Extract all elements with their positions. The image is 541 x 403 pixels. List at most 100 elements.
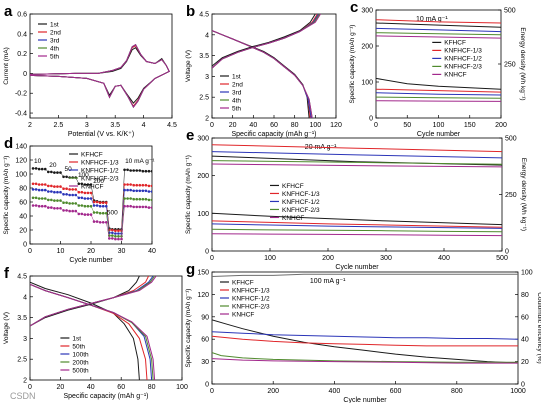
- series-line: [212, 223, 502, 229]
- legend-entry: 3rd: [232, 89, 242, 96]
- y2-tick-label: 100: [521, 270, 533, 277]
- series-line: [33, 205, 152, 240]
- legend-entry: 100th: [72, 351, 89, 358]
- panel-label-f: f: [4, 265, 10, 282]
- legend-entry: KFHCF: [444, 40, 466, 47]
- x-tick-label: 50: [403, 122, 411, 129]
- x-axis-label-d: Cycle number: [69, 257, 113, 264]
- y2-axis-label-e: Energy density (Wh kg⁻¹): [520, 158, 527, 231]
- series-group-d: [31, 167, 152, 241]
- x-tick-label: 0: [210, 255, 214, 262]
- series-line: [33, 197, 152, 237]
- x-tick-label: 800: [451, 388, 463, 395]
- rate-label: 200: [93, 178, 104, 185]
- y-axis-label-b: Voltage (V): [185, 50, 192, 82]
- series-line: [212, 335, 518, 347]
- y-axis-label-c: Specific capacity (mAh g⁻¹): [349, 25, 356, 104]
- y2-tick-label: 80: [521, 292, 529, 299]
- panel-a: a 2 2.5 3 3.5 4 4.5 -0.4 -0.2 0 0.2 0.4 0.6 Potential…: [3, 3, 177, 138]
- y2-tick-label: 500: [504, 8, 516, 15]
- panel-e: e0 100 200 300 400 50001002003000250500Cycle …: [185, 127, 527, 271]
- series-group-b: [212, 14, 321, 118]
- x-tick-label: 20: [229, 122, 237, 129]
- series-group-g: [212, 273, 518, 364]
- y-tick-label: 140: [15, 144, 27, 151]
- legend-entry: 1st: [50, 21, 59, 28]
- y-tick-label: 200: [361, 44, 373, 51]
- series-group-a: [30, 44, 170, 109]
- y2-tick-label: 250: [505, 192, 517, 199]
- series-line: [212, 212, 502, 226]
- y2-tick-label: 0: [521, 382, 525, 389]
- series-line: [376, 77, 501, 90]
- rate-label: 500: [107, 210, 118, 217]
- y-tick-label: 0: [369, 116, 373, 123]
- x-tick-label: 100: [433, 122, 445, 129]
- legend-entry: 200th: [72, 359, 89, 366]
- panel-label-b: b: [186, 3, 195, 20]
- x-tick-label: 20: [57, 384, 65, 391]
- x-tick-label: 0: [210, 388, 214, 395]
- x-axis-label-a: Potential (V vs. K/K⁺): [68, 131, 134, 138]
- x-tick-label: 3.5: [110, 122, 120, 129]
- series-group-f: [30, 276, 157, 380]
- panel-label-g: g: [186, 261, 195, 278]
- rate-label: 100: [78, 172, 89, 179]
- panel-label-a: a: [4, 3, 13, 20]
- series-line: [212, 14, 316, 67]
- x-tick-label: 100: [264, 255, 276, 262]
- y-tick-label: 0: [23, 71, 27, 78]
- x-tick-label: 10: [57, 248, 65, 255]
- panel-c: c 0 50 100 150 200 0 100 200 300 250 500 Cycle numbe…: [349, 0, 526, 138]
- legend-entry: KFHCF: [81, 151, 103, 158]
- y-axis-label-a: Current (mA): [3, 47, 10, 85]
- x-axis-label-g: Cycle number: [343, 397, 387, 403]
- y-tick-label: 0: [23, 242, 27, 249]
- y-tick-label: 20: [19, 228, 27, 235]
- source-watermark: CSDN: [10, 391, 36, 401]
- y-tick-label: 60: [201, 337, 209, 344]
- series-line: [212, 358, 518, 364]
- panel-f: f 0 20 40 60 80 100 2 2.5 3 3.5 4 4.5 Specific capaci…: [3, 265, 188, 400]
- rate-label: 10: [34, 158, 42, 165]
- y2-tick-label: 500: [505, 136, 517, 143]
- x-tick-label: 1000: [510, 388, 526, 395]
- legend-entry: KNFHCF-2/3: [232, 303, 270, 310]
- panel-label-c: c: [350, 0, 358, 16]
- series-line: [212, 233, 502, 237]
- x-tick-label: 500: [496, 255, 508, 262]
- y-axis-label-e: Specific capacity (mAh g⁻¹): [185, 155, 192, 234]
- series-line: [376, 88, 501, 93]
- series-line: [212, 319, 518, 364]
- y2-tick-label: 0: [505, 249, 509, 256]
- y-tick-label: 3.5: [17, 315, 27, 322]
- series-line: [33, 168, 152, 230]
- y-tick-label: -0.2: [15, 91, 27, 98]
- legend-entry: KNHCF: [444, 72, 466, 79]
- legend-entry: 4th: [50, 45, 59, 52]
- series-line: [212, 228, 502, 233]
- x-tick-label: 60: [117, 384, 125, 391]
- legend-entry: KNFHCF-1/2: [81, 167, 119, 174]
- y2-axis-label-g: Coulombic efficiency (%): [536, 292, 541, 363]
- panel-label-e: e: [186, 127, 194, 144]
- panel-d: d 0 10 20 30 40 0 20 40 60 80 100 120 140 Cycle number…: [3, 135, 156, 264]
- x-tick-label: 80: [291, 122, 299, 129]
- legend-entry: 1st: [232, 73, 241, 80]
- x-tick-label: 0: [374, 122, 378, 129]
- x-axis-label-f: Specific capacity (mAh g⁻¹): [64, 393, 149, 400]
- plot-frame-f: [29, 275, 183, 381]
- y-axis-label-f: Voltage (V): [3, 312, 10, 344]
- legend-entry: KNFHCF-1/3: [444, 48, 482, 55]
- legend-entry: KFHCF: [232, 279, 254, 286]
- y-tick-label: 3: [23, 336, 27, 343]
- y-tick-label: 0.2: [17, 51, 27, 58]
- y-tick-label: 90: [201, 314, 209, 321]
- rate-annotation-c: 10 mA g⁻¹: [416, 16, 448, 23]
- legend-entry: 50th: [72, 343, 85, 350]
- series-line: [33, 183, 152, 231]
- legend-entry: KNFHCF-2/3: [444, 64, 482, 71]
- series-line: [212, 163, 502, 168]
- legend-entry: 500th: [72, 367, 89, 374]
- y-tick-label: 0.6: [17, 12, 27, 19]
